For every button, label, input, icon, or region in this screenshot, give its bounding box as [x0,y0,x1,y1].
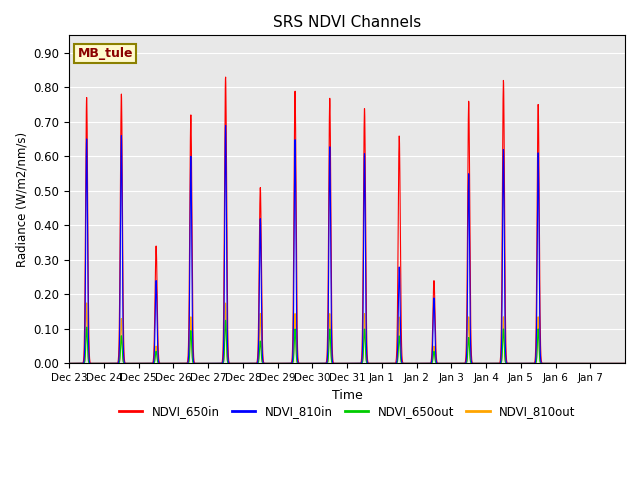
Text: MB_tule: MB_tule [77,47,133,60]
Title: SRS NDVI Channels: SRS NDVI Channels [273,15,421,30]
Legend: NDVI_650in, NDVI_810in, NDVI_650out, NDVI_810out: NDVI_650in, NDVI_810in, NDVI_650out, NDV… [114,401,580,423]
X-axis label: Time: Time [332,389,362,402]
Y-axis label: Radiance (W/m2/nm/s): Radiance (W/m2/nm/s) [15,132,28,267]
